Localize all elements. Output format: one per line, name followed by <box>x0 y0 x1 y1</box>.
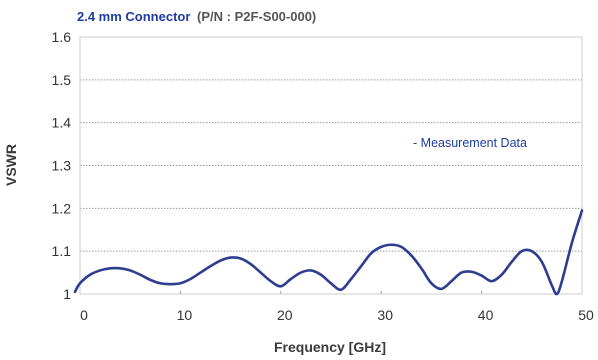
chart-title-main: 2.4 mm Connector <box>77 9 190 24</box>
y-axis-title: VSWR <box>3 144 19 186</box>
x-tick-label: 20 <box>277 307 293 323</box>
x-tick-label: 10 <box>177 307 193 323</box>
legend-annotation: - Measurement Data <box>413 136 527 150</box>
y-tick-label: 1.3 <box>52 158 72 174</box>
x-axis-title: Frequency [GHz] <box>274 339 386 355</box>
chart-title-part-number: (P/N : P2F-S00-000) <box>197 9 316 24</box>
y-tick-label: 1.5 <box>52 72 72 88</box>
y-tick-label: 1.2 <box>52 200 72 216</box>
y-tick-label: 1.4 <box>52 115 72 131</box>
y-tick-labels: 1 1.1 1.2 1.3 1.4 1.5 1.6 <box>52 29 72 302</box>
measurement-data-line <box>73 209 584 296</box>
y-tick-label: 1 <box>63 286 71 302</box>
x-tick-labels: 0 10 20 30 40 50 <box>80 307 594 323</box>
x-tick-label: 50 <box>578 307 594 323</box>
chart-title: 2.4 mm Connector (P/N : P2F-S00-000) <box>77 9 316 24</box>
x-tick-label: 40 <box>478 307 494 323</box>
y-tick-label: 1.1 <box>52 243 72 259</box>
x-tick-label: 30 <box>377 307 393 323</box>
plot-frame <box>79 36 583 295</box>
y-tick-label: 1.6 <box>52 29 72 45</box>
x-tick-label: 0 <box>80 307 88 323</box>
gridlines <box>79 79 583 294</box>
